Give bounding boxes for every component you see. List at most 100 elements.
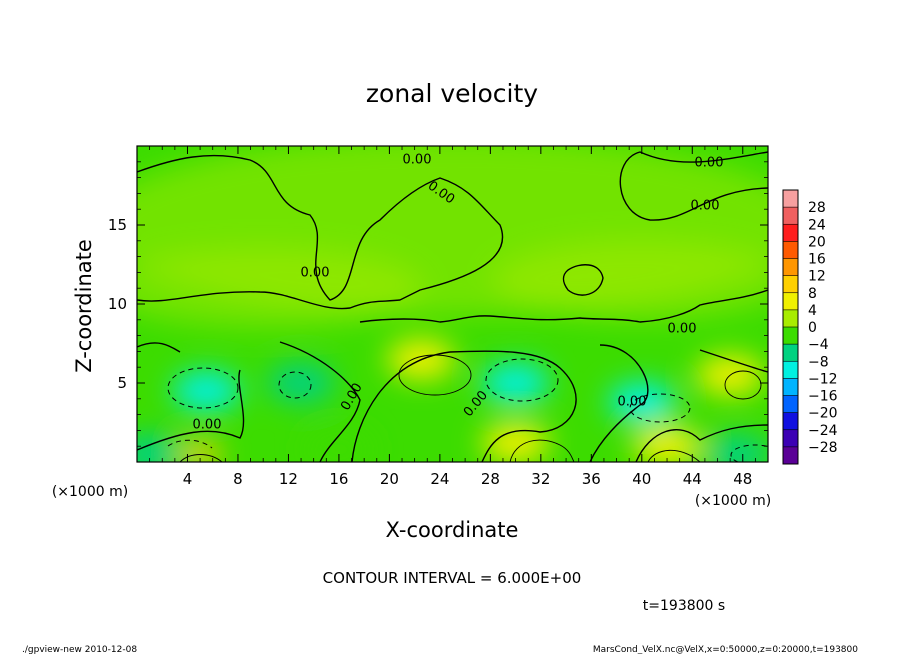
colorbar-label: −20 bbox=[808, 406, 838, 422]
x-axis-unit: (×1000 m) bbox=[695, 493, 771, 509]
field-feature bbox=[267, 363, 336, 403]
colorbar-label: 0 bbox=[808, 320, 817, 336]
contour-label: 0.00 bbox=[691, 199, 720, 214]
y-axis-unit: (×1000 m) bbox=[52, 484, 128, 500]
y-tick-label: 10 bbox=[108, 295, 127, 313]
colorbar-label: −24 bbox=[808, 423, 838, 439]
colorbar-segment bbox=[783, 395, 798, 414]
field-feature bbox=[172, 370, 241, 411]
colorbar-segment bbox=[783, 344, 798, 362]
zero-contours bbox=[137, 151, 768, 462]
colorbar-segment bbox=[783, 241, 798, 259]
colorbar-label: 20 bbox=[808, 234, 826, 250]
x-tick-label: 12 bbox=[279, 470, 298, 488]
field-background-blob bbox=[491, 240, 768, 321]
field-feature bbox=[481, 363, 550, 403]
field-feature bbox=[137, 434, 184, 462]
x-tick-label: 24 bbox=[430, 470, 449, 488]
contour-small-island bbox=[562, 264, 604, 296]
x-tick-label: 32 bbox=[531, 470, 550, 488]
x-axis: 4 8 12 16 20 24 28 32 36 40 44 48 bbox=[149, 146, 756, 488]
colorbar-segment bbox=[783, 309, 798, 328]
colorbar-segment bbox=[783, 446, 798, 465]
positive-contour-right bbox=[724, 370, 762, 400]
field-feature bbox=[481, 423, 550, 462]
contour-upper-left bbox=[137, 154, 504, 310]
colorbar-segment bbox=[783, 275, 798, 294]
contour-right-bottom bbox=[635, 424, 768, 462]
y-tick-label: 15 bbox=[108, 216, 127, 234]
y-axis-label: Z-coordinate bbox=[72, 239, 96, 373]
negative-contour-bottom-right bbox=[730, 444, 768, 462]
contour-right-upper bbox=[699, 349, 768, 373]
colorbar-segment bbox=[783, 190, 798, 208]
colorbar-label: 16 bbox=[808, 252, 826, 268]
positive-contour-bottom-left bbox=[179, 454, 223, 462]
contour-label: 0.00 bbox=[618, 395, 647, 410]
field-feature bbox=[702, 434, 768, 462]
colorbar-label: −28 bbox=[808, 440, 838, 456]
x-tick-label: 4 bbox=[183, 470, 193, 488]
positive-contour-bottom-right bbox=[647, 449, 701, 462]
x-tick-label: 40 bbox=[632, 470, 651, 488]
colorbar-label: −12 bbox=[808, 371, 838, 387]
negative-contours bbox=[167, 358, 768, 462]
contour-left-lobe bbox=[137, 342, 181, 353]
colorbar-segment bbox=[783, 412, 798, 431]
colorbar-label: 8 bbox=[808, 286, 817, 302]
y-tick-label: 5 bbox=[117, 374, 127, 392]
contour-right-middle bbox=[359, 289, 768, 323]
contour-label: 0.00 bbox=[403, 153, 432, 168]
contour-upper-right bbox=[619, 151, 768, 221]
x-tick-label: 44 bbox=[683, 470, 702, 488]
contour-label: 0.00 bbox=[668, 322, 697, 337]
y-axis: 5 10 15 bbox=[108, 161, 768, 447]
x-tick-label: 48 bbox=[733, 470, 752, 488]
colorbar-label: 28 bbox=[808, 200, 826, 216]
time-text: t=193800 s bbox=[643, 598, 725, 614]
contour-label: 0.00 bbox=[695, 156, 724, 171]
colorbar-segment bbox=[783, 429, 798, 448]
colorbar-label: 4 bbox=[808, 303, 817, 319]
colorbar-label: 12 bbox=[808, 269, 826, 285]
colorbar-segment bbox=[783, 258, 798, 277]
contour-label: 0.00 bbox=[301, 266, 330, 281]
contour-mid-left bbox=[279, 341, 361, 462]
x-tick-label: 16 bbox=[329, 470, 348, 488]
colorbar-segment bbox=[783, 207, 798, 225]
colorbar-segment bbox=[783, 224, 798, 242]
colorbar-segment bbox=[783, 292, 798, 311]
field-feature bbox=[304, 429, 373, 462]
contour-mid bbox=[351, 350, 577, 462]
negative-contour-center-left bbox=[278, 371, 312, 399]
x-tick-label: 20 bbox=[380, 470, 399, 488]
field-background-blob bbox=[137, 248, 424, 329]
x-tick-label: 36 bbox=[582, 470, 601, 488]
footer-right: MarsCond_VelX.nc@VelX,x=0:50000,z=0:2000… bbox=[593, 645, 858, 654]
footer-left: ./gpview-new 2010-12-08 bbox=[22, 645, 137, 654]
colorbar-segment bbox=[783, 361, 798, 379]
field-feature bbox=[607, 381, 676, 422]
contour-mid-right bbox=[589, 344, 649, 462]
plot-area: 0.00 0.000.000.000.000.000.00 0.00 0.000.00… bbox=[108, 145, 769, 488]
colorbar-segment bbox=[783, 327, 798, 345]
colorbar-label: 24 bbox=[808, 217, 826, 233]
contour-left-bottom bbox=[137, 369, 245, 451]
positive-contour-bottom bbox=[509, 439, 575, 462]
colorbar-label: −16 bbox=[808, 389, 838, 405]
x-tick-label: 28 bbox=[481, 470, 500, 488]
colorbar-segment bbox=[783, 378, 798, 396]
contour-interval-text: CONTOUR INTERVAL = 6.000E+00 bbox=[323, 569, 582, 587]
negative-contour-left bbox=[167, 367, 239, 409]
positive-contour-center bbox=[398, 354, 472, 396]
colorbar-label: −8 bbox=[808, 354, 829, 370]
colorbar-label: −4 bbox=[808, 337, 829, 353]
x-tick-label: 8 bbox=[233, 470, 243, 488]
x-axis-label: X-coordinate bbox=[386, 518, 519, 542]
negative-contour-bottom-left bbox=[167, 439, 213, 449]
negative-contour-center bbox=[485, 358, 559, 402]
negative-contour-right bbox=[629, 393, 691, 423]
contour-label: 0.00 bbox=[193, 418, 222, 433]
